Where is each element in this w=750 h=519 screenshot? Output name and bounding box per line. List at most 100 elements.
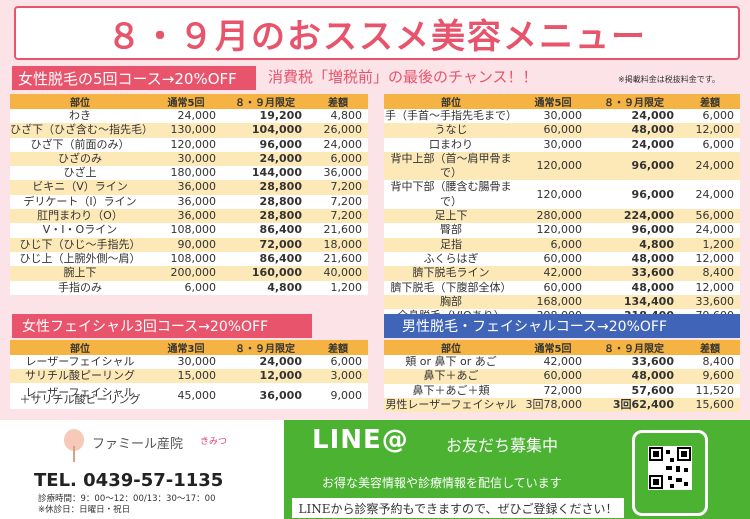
sale-price-cell: 86,400	[222, 251, 308, 267]
part-cell: ひざ上	[10, 166, 150, 181]
column-header: 差額	[680, 340, 740, 355]
diff-cell: 7,200	[308, 209, 368, 224]
diff-cell: 12,000	[680, 251, 740, 267]
regular-price-cell: 36,000	[150, 209, 222, 224]
sale-price-cell: 28,800	[222, 194, 308, 210]
part-cell: 臍下脱毛（下腹部全体）	[384, 280, 518, 295]
part-cell: レーザーフェイシャル ＋サリチル酸ピーリング	[10, 383, 150, 409]
regular-price-cell: 120,000	[518, 151, 588, 181]
sale-price-cell: 104,000	[222, 123, 308, 138]
table-header: 部位 通常3回 ８・９月限定 差額	[10, 340, 368, 355]
regular-price-cell: 6,000	[150, 280, 222, 295]
male-label: 男性脱毛・フェイシャルコース→20%OFF	[384, 314, 740, 338]
part-cell: 臀部	[384, 223, 518, 238]
sale-price-cell: 36,000	[222, 383, 308, 409]
diff-cell: 12,000	[680, 123, 740, 138]
table-row: ひざのみ 30,000 24,000 6,000	[10, 151, 368, 167]
part-cell: レーザーフェイシャル	[10, 355, 150, 369]
regular-price-cell: 120,000	[150, 137, 222, 152]
diff-cell: 15,600	[680, 397, 740, 413]
line-strip: LINEから診察予約もできますので、ぜひご登録ください！	[292, 498, 624, 518]
column-header: 通常5回	[150, 94, 222, 109]
diff-cell: 24,000	[680, 223, 740, 238]
column-header: 差額	[308, 94, 368, 109]
part-cell: 肛門まわり（O）	[10, 209, 150, 224]
diff-cell: 33,600	[680, 294, 740, 310]
female-hair-label: 女性脱毛の5回コース→20%OFF	[12, 66, 256, 90]
part-cell: ひじ上（上腕外側～肩）	[10, 251, 150, 267]
diff-cell: 4,800	[308, 109, 368, 124]
regular-price-cell: 30,000	[518, 137, 588, 152]
regular-price-cell: 280,000	[518, 209, 588, 224]
female-facial-table: 部位 通常3回 ８・９月限定 差額 レーザーフェイシャル 30,000 24,000 6,00…	[10, 340, 368, 409]
column-header: ８・９月限定	[588, 94, 680, 109]
table-row: ひじ上（上腕外側～肩） 108,000 86,400 21,600	[10, 251, 368, 267]
part-cell: 手指のみ	[10, 280, 150, 295]
diff-cell: 6,000	[308, 355, 368, 369]
qr-code-icon[interactable]	[648, 446, 692, 490]
sale-price-cell: 72,000	[222, 237, 308, 252]
part-cell: 手（手首～手指先毛まで）	[384, 109, 518, 124]
part-cell: ひざのみ	[10, 151, 150, 167]
table-row: 臍下脱毛（下腹部全体） 60,000 48,000 12,000	[384, 280, 740, 295]
sale-price-cell: 224,000	[588, 209, 680, 224]
diff-cell: 7,200	[308, 180, 368, 195]
sale-price-cell: 33,600	[588, 266, 680, 281]
sale-price-cell: 160,000	[222, 266, 308, 281]
sale-price-cell: 24,000	[588, 109, 680, 124]
regular-price-cell: 30,000	[518, 109, 588, 124]
regular-price-cell: 42,000	[518, 266, 588, 281]
regular-price-cell: 24,000	[150, 109, 222, 124]
part-cell: 腕上下	[10, 266, 150, 281]
table-row: 腕上下 200,000 160,000 40,000	[10, 266, 368, 281]
promo-text: 消費税「増税前」の最後のチャンス！！	[268, 68, 538, 86]
sale-price-cell: 3回62,400	[588, 397, 680, 413]
diff-cell: 21,600	[308, 223, 368, 238]
sale-price-cell: 134,400	[588, 294, 680, 310]
part-cell: 口まわり	[384, 137, 518, 152]
regular-price-cell: 72,000	[518, 383, 588, 398]
part-cell: ふくらはぎ	[384, 251, 518, 267]
diff-cell: 1,200	[308, 280, 368, 295]
sale-price-cell: 144,000	[222, 166, 308, 181]
column-header: 差額	[680, 94, 740, 109]
table-row: ビキニ（V）ライン 36,000 28,800 7,200	[10, 180, 368, 195]
diff-cell: 8,400	[680, 355, 740, 370]
female-hair-table-left: 部位 通常5回 ８・９月限定 差額 わき 24,000 19,200 4,800 ひざ下（ひざ含…	[10, 94, 368, 295]
diff-cell: 36,000	[308, 166, 368, 181]
diff-cell: 26,000	[308, 123, 368, 138]
regular-price-cell: 42,000	[518, 355, 588, 370]
part-cell: わき	[10, 109, 150, 124]
regular-price-cell: 108,000	[150, 251, 222, 267]
regular-price-cell: 6,000	[518, 237, 588, 252]
part-cell: ひざ下（ひざ含む～指先毛）	[10, 123, 153, 138]
table-row: V・I・Oライン 108,000 86,400 21,600	[10, 223, 368, 238]
diff-cell: 40,000	[308, 266, 368, 281]
table-row: 手（手首～手指先毛まで） 30,000 24,000 6,000	[384, 109, 740, 124]
table-row: 背中下部（腰含む腸骨まで） 120,000 96,000 24,000	[384, 180, 740, 210]
part-cell: うなじ	[384, 123, 518, 138]
regular-price-cell: 90,000	[150, 237, 222, 252]
table-row: ひざ下（前面のみ） 120,000 96,000 24,000	[10, 137, 368, 152]
table-row: 手指のみ 6,000 4,800 1,200	[10, 280, 368, 295]
diff-cell: 6,000	[680, 137, 740, 152]
table-row: 背中上部（首～肩甲骨まで） 120,000 96,000 24,000	[384, 151, 740, 181]
table-row: 足上下 280,000 224,000 56,000	[384, 209, 740, 224]
diff-cell: 9,000	[308, 383, 368, 409]
column-header: ８・９月限定	[222, 340, 308, 355]
sale-price-cell: 57,600	[588, 383, 680, 398]
regular-price-cell: 30,000	[150, 151, 222, 167]
part-cell: ひざ下（前面のみ）	[10, 137, 150, 152]
table-row: ひざ上 180,000 144,000 36,000	[10, 166, 368, 181]
tax-note: ※掲載料金は税抜料金です。	[618, 75, 720, 84]
diff-cell: 3,000	[308, 369, 368, 383]
sale-price-cell: 48,000	[588, 280, 680, 295]
sale-price-cell: 33,600	[588, 355, 680, 370]
part-cell: デリケート（I）ライン	[10, 194, 150, 210]
part-cell: 胸部	[384, 294, 518, 310]
sale-price-cell: 24,000	[222, 355, 308, 369]
part-cell: 臍下脱毛ライン	[384, 266, 518, 281]
table-row: ひじ下（ひじ～手指先） 90,000 72,000 18,000	[10, 237, 368, 252]
diff-cell: 12,000	[680, 280, 740, 295]
column-header: 部位	[10, 340, 150, 355]
